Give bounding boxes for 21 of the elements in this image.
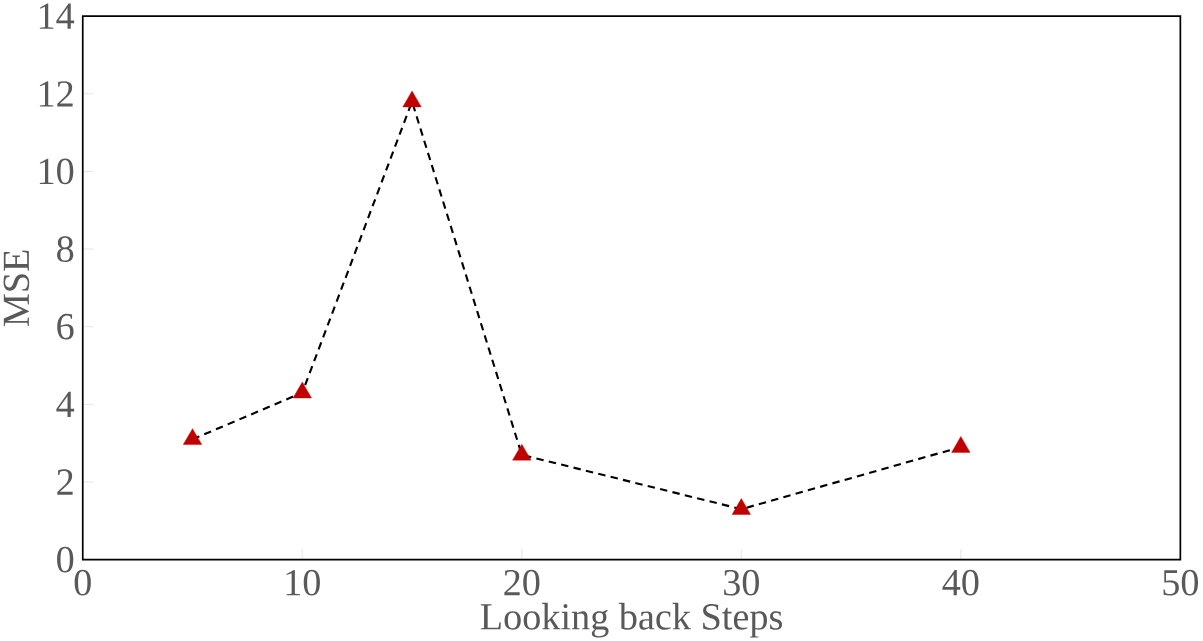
y-tick-label: 2	[57, 469, 73, 495]
point	[183, 428, 202, 445]
y-tick-label: 8	[57, 236, 74, 262]
y-tick-label: 6	[57, 313, 74, 340]
y-tick-label: 4	[56, 391, 75, 417]
x-tick-label: 20	[504, 569, 540, 596]
x-tick-label: 30	[724, 569, 759, 596]
x-tick-label: 10	[286, 569, 320, 596]
x-axis-title: Looking back Steps	[480, 602, 782, 638]
y-tick-label: 0	[57, 546, 74, 573]
x-tick-label: 40	[942, 569, 979, 596]
y-tick-label: 12	[39, 81, 73, 107]
point	[402, 90, 422, 108]
point	[731, 498, 751, 515]
y-tick-label: 14	[39, 3, 75, 29]
point	[512, 443, 532, 461]
y-tick-label: 10	[39, 158, 74, 185]
x-tick-label: 50	[1163, 569, 1199, 596]
point	[292, 381, 312, 399]
y-axis-title: MSE	[3, 250, 30, 327]
point	[951, 436, 971, 453]
